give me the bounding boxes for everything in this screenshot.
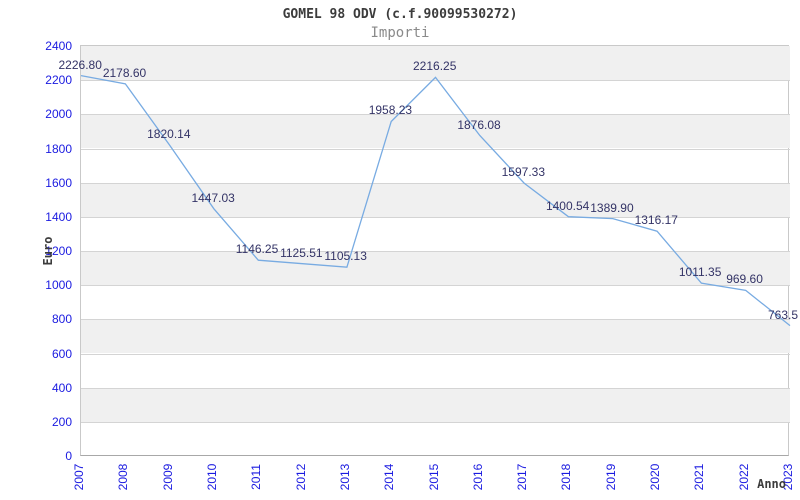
x-tick-label: 2009 xyxy=(160,463,175,491)
data-point-label: 1447.03 xyxy=(191,190,235,205)
plot-band xyxy=(81,251,790,286)
x-tick-label: 2013 xyxy=(337,463,352,491)
gridline xyxy=(81,319,790,321)
gridline xyxy=(81,353,790,355)
data-point-label: 763.5 xyxy=(768,307,799,322)
gridline xyxy=(81,216,790,218)
data-point-label: 1125.51 xyxy=(280,245,323,260)
gridline xyxy=(81,387,790,389)
y-tick-label: 600 xyxy=(51,346,72,361)
y-axis-title: Euro xyxy=(41,236,55,266)
plot-area xyxy=(80,45,791,456)
x-tick-label: 2015 xyxy=(426,463,441,491)
data-point-label: 1316.17 xyxy=(634,213,678,228)
gridline xyxy=(81,148,790,150)
data-point-label: 2178.60 xyxy=(102,65,147,80)
y-tick-label: 1000 xyxy=(45,278,72,293)
y-tick-label: 1800 xyxy=(45,141,72,156)
data-point-label: 1820.14 xyxy=(147,127,191,142)
data-point-label: 1400.54 xyxy=(545,198,590,213)
line-series xyxy=(80,74,791,327)
y-tick-label: 1600 xyxy=(45,175,72,190)
y-tick-label: 2200 xyxy=(45,73,72,88)
y-tick-label: 1200 xyxy=(45,244,72,258)
data-point-label: 1011.35 xyxy=(678,265,722,280)
x-tick-label: 2010 xyxy=(204,463,219,491)
x-tick-label: 2012 xyxy=(293,463,308,491)
y-tick-label: 0 xyxy=(65,449,72,463)
y-tick-label: 200 xyxy=(51,414,72,429)
data-point-label: 1146.25 xyxy=(235,242,279,257)
gridline xyxy=(81,114,790,116)
plot-band xyxy=(81,114,790,149)
x-tick-label: 2017 xyxy=(515,463,530,491)
x-tick-label: 2014 xyxy=(382,463,397,491)
x-tick-label: 2018 xyxy=(559,463,574,491)
data-point-label: 2226.80 xyxy=(58,57,102,72)
x-tick-label: 2007 xyxy=(72,463,86,491)
y-tick-label: 2000 xyxy=(45,107,72,122)
x-axis-title: Anno xyxy=(757,477,786,491)
chart-title: GOMEL 98 ODV (c.f.90099530272) xyxy=(282,7,518,22)
x-tick-label: 2008 xyxy=(116,463,131,491)
x-tick-label: 2016 xyxy=(470,463,485,491)
data-point-label: 1876.08 xyxy=(457,117,501,132)
data-point-label: 1389.90 xyxy=(590,200,634,215)
line-series-svg xyxy=(80,74,791,327)
data-point-label: 2216.25 xyxy=(413,59,457,74)
gridline xyxy=(81,251,790,252)
gridline xyxy=(81,80,790,82)
x-tick-label: 2022 xyxy=(736,463,751,491)
x-tick-label: 2021 xyxy=(692,463,707,491)
plot-band xyxy=(81,46,790,81)
data-point-label: 1105.13 xyxy=(324,249,367,264)
y-tick-label: 2400 xyxy=(45,39,72,53)
gridline xyxy=(81,421,790,423)
data-point-label: 1958.23 xyxy=(368,103,413,118)
y-tick-label: 800 xyxy=(51,312,72,327)
x-tick-label: 2019 xyxy=(603,463,618,491)
y-tick-label: 400 xyxy=(51,380,72,395)
y-tick-label: 1400 xyxy=(45,209,72,224)
gridline xyxy=(81,285,790,287)
x-tick-label: 2011 xyxy=(249,464,264,490)
data-point-label: 1597.33 xyxy=(501,165,546,180)
data-point-label: 969.60 xyxy=(726,272,763,287)
gridline xyxy=(81,182,790,184)
plot-band xyxy=(81,319,790,354)
x-tick-label: 2020 xyxy=(648,463,663,491)
chart-subtitle: Importi xyxy=(370,25,430,41)
plot-band xyxy=(81,387,790,422)
